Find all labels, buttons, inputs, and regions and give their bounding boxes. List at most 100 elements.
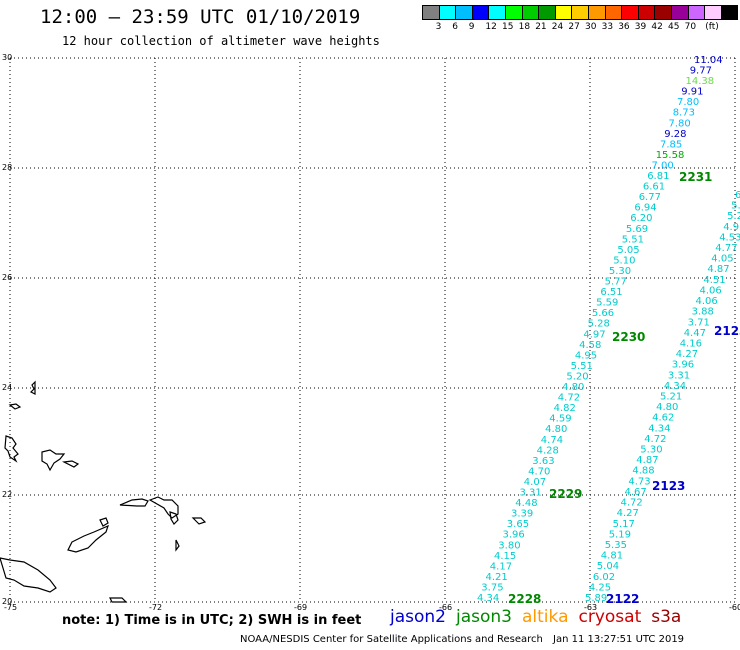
wave-height-value: 7.80 (677, 97, 699, 108)
wave-height-value: 4.59 (549, 414, 571, 425)
wave-height-value: 5.77 (605, 277, 627, 288)
color-scale-label: 27 (568, 22, 580, 32)
wave-height-value: 6 (735, 190, 740, 201)
wave-height-value: 6.61 (643, 182, 665, 193)
island-outline (41, 449, 66, 472)
wave-height-value: 3.31 (668, 370, 690, 381)
color-scale-label: 45 (668, 22, 680, 32)
wave-height-value: 4.72 (644, 434, 666, 445)
wave-height-value: 4.07 (524, 477, 546, 488)
wave-height-value: 3.63 (532, 456, 554, 467)
longitude-tick-label: -75 (4, 603, 17, 610)
wave-height-value: 4.34 (477, 593, 499, 604)
track-east: 65.5.24.934.534.774.054.874.514.064.063.… (585, 190, 740, 604)
latitude-tick-label: 24 (2, 383, 12, 392)
latitude-tick-label: 20 (2, 597, 12, 606)
wave-height-value: 3.31 (520, 488, 542, 499)
wave-height-value: 7.80 (669, 118, 691, 129)
wave-height-value: 8.73 (673, 108, 695, 119)
wave-height-value: 3.96 (672, 360, 694, 371)
island-outline (8, 403, 22, 410)
pass-label-2231: 2231 (679, 170, 712, 184)
graticule-grid (9, 57, 736, 603)
island-outline (191, 517, 207, 525)
wave-height-value: 5.28 (588, 319, 610, 330)
latitude-tick-label: 26 (2, 273, 12, 282)
color-swatch (720, 5, 739, 20)
color-scale-bar (422, 5, 739, 20)
wave-height-value: 5.89 (585, 593, 607, 604)
coastline (0, 380, 207, 603)
map-title: 12:00 – 23:59 UTC 01/10/2019 (40, 6, 361, 28)
wave-height-value: 4.88 (632, 466, 654, 477)
island-outline (67, 524, 109, 553)
wave-height-value: 7.85 (660, 139, 682, 150)
island-outline (175, 539, 180, 552)
pass-label-2122: 2122 (606, 592, 639, 606)
color-scale-label: 30 (585, 22, 597, 32)
wave-height-value: 4.80 (545, 424, 567, 435)
wave-height-value: 6.51 (600, 287, 622, 298)
wave-height-value: 5.51 (571, 361, 593, 372)
wave-height-value: 3.65 (507, 519, 529, 530)
latitude-tick-label: 28 (2, 163, 12, 172)
wave-height-value: 6.94 (634, 203, 656, 214)
wave-height-value: 4.77 (715, 243, 737, 254)
wave-height-value: 4.95 (575, 350, 597, 361)
wave-height-value: 3.80 (498, 540, 520, 551)
wave-height-value: 6.02 (593, 572, 615, 583)
island-outline (99, 517, 109, 527)
wave-height-value: 9.77 (690, 66, 712, 77)
island-outline (148, 496, 179, 519)
wave-height-value: 15.58 (656, 150, 685, 161)
color-scale-label: 70 (684, 22, 697, 32)
wave-height-value: 4.48 (515, 498, 537, 509)
wave-height-value: 4.53 (719, 232, 740, 243)
color-scale-label: 15 (502, 22, 514, 32)
wave-height-value: 3.96 (503, 530, 525, 541)
satellite-legend: jason2 jason3 altika cryosat s3a (390, 607, 691, 627)
longitude-tick-label: -69 (294, 603, 307, 610)
wave-height-value: 3.88 (692, 307, 714, 318)
island-outline (119, 498, 149, 507)
wave-height-value: 5.21 (660, 392, 682, 403)
color-scale-label: 18 (518, 22, 531, 32)
wave-height-value: 7.00 (652, 161, 674, 172)
wave-height-value: 4.25 (589, 582, 611, 593)
island-outline (4, 435, 19, 463)
wave-height-value: 4.81 (601, 551, 623, 562)
color-scale-label: 24 (551, 22, 564, 32)
wave-height-value: 5. (731, 201, 740, 212)
legend-altika: altika (522, 607, 569, 627)
track-west: 11.049.7714.389.917.808.737.809.287.8515… (477, 55, 723, 604)
wave-height-value: 4.72 (558, 393, 580, 404)
longitude-tick-label: -72 (149, 603, 162, 610)
wave-height-value: 5.10 (613, 255, 635, 266)
wave-height-value: 3.75 (481, 583, 503, 594)
wave-height-value: 4.58 (579, 340, 601, 351)
wave-height-value: 4.67 (625, 487, 647, 498)
wave-height-value: 11.04 (694, 55, 723, 66)
wave-height-value: 4.72 (621, 498, 643, 509)
wave-height-value: 3.39 (511, 509, 533, 520)
wave-height-value: 9.28 (664, 129, 686, 140)
island-outline (169, 511, 179, 525)
color-scale-label: 9 (468, 22, 475, 32)
legend-s3a: s3a (651, 607, 682, 627)
wave-height-value: 4.06 (700, 285, 722, 296)
legend-jason2: jason2 (390, 607, 446, 627)
wave-height-value: 4.16 (680, 339, 702, 350)
wave-height-value: 4.80 (656, 402, 678, 413)
color-scale-label: 6 (452, 22, 458, 32)
pass-label-2123: 2123 (652, 479, 685, 493)
wave-height-value: 4.93 (723, 222, 740, 233)
wave-height-value: 4.17 (490, 561, 512, 572)
wave-height-value: 6.20 (630, 213, 652, 224)
wave-height-value: 5.05 (617, 245, 639, 256)
wave-height-value: 4.47 (684, 328, 706, 339)
island-outline (29, 380, 36, 395)
color-scale-label: 42 (651, 22, 663, 32)
wave-height-value: 4.27 (617, 508, 639, 519)
longitude-tick-label: -63 (584, 603, 597, 610)
color-scale-label: 39 (634, 22, 647, 32)
